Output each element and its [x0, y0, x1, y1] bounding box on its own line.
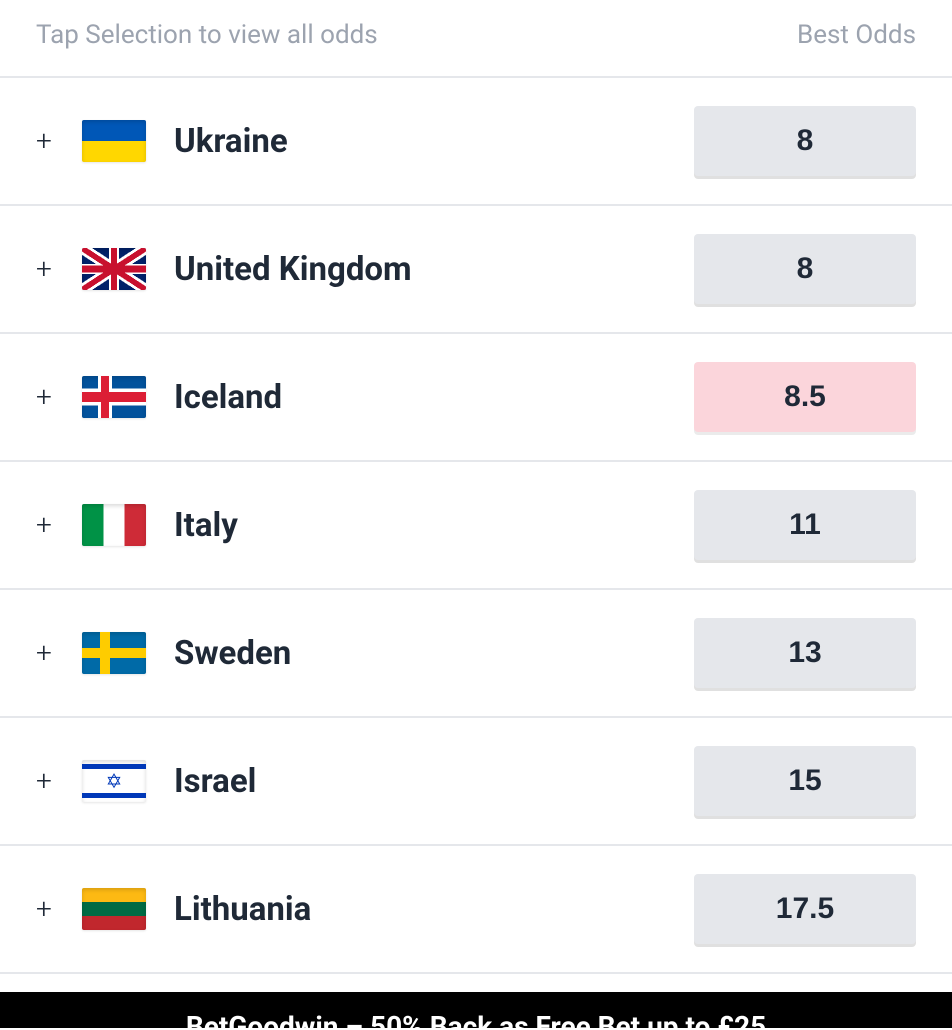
odds-button[interactable]: 15: [694, 746, 916, 816]
country-flag: [82, 248, 146, 290]
header-left-label: Tap Selection to view all odds: [36, 20, 378, 50]
expand-icon[interactable]: +: [36, 383, 68, 411]
odds-button[interactable]: 8.5: [694, 362, 916, 432]
country-flag: [82, 120, 146, 162]
promo-banner[interactable]: BetGoodwin – 50% Back as Free Bet up to …: [0, 992, 952, 1028]
country-name: Sweden: [174, 634, 694, 673]
expand-icon[interactable]: +: [36, 767, 68, 795]
country-name: Lithuania: [174, 890, 694, 929]
country-name: Ukraine: [174, 122, 694, 161]
expand-icon[interactable]: +: [36, 511, 68, 539]
odds-button[interactable]: 8: [694, 234, 916, 304]
odds-button[interactable]: 13: [694, 618, 916, 688]
country-flag: [82, 376, 146, 418]
expand-icon[interactable]: +: [36, 127, 68, 155]
expand-icon[interactable]: +: [36, 639, 68, 667]
odds-row[interactable]: + Lithuania17.5: [0, 846, 952, 974]
country-flag: [82, 760, 146, 802]
country-flag: [82, 888, 146, 930]
country-name: Israel: [174, 762, 694, 801]
country-name: Iceland: [174, 378, 694, 417]
odds-button[interactable]: 11: [694, 490, 916, 560]
odds-row[interactable]: + Italy11: [0, 462, 952, 590]
odds-row[interactable]: + Israel15: [0, 718, 952, 846]
odds-row[interactable]: + Ukraine8: [0, 78, 952, 206]
expand-icon[interactable]: +: [36, 895, 68, 923]
odds-button[interactable]: 8: [694, 106, 916, 176]
odds-row[interactable]: + United Kingdom8: [0, 206, 952, 334]
country-flag: [82, 632, 146, 674]
country-name: United Kingdom: [174, 250, 694, 289]
country-name: Italy: [174, 506, 694, 545]
promo-text: BetGoodwin – 50% Back as Free Bet up to …: [186, 1010, 766, 1028]
header-right-label: Best Odds: [797, 20, 916, 50]
odds-button[interactable]: 17.5: [694, 874, 916, 944]
odds-list: +Ukraine8+United Kingdom8+Iceland8.5+Ita…: [0, 78, 952, 974]
odds-row[interactable]: + Sweden13: [0, 590, 952, 718]
country-flag: [82, 504, 146, 546]
odds-row[interactable]: + Iceland8.5: [0, 334, 952, 462]
expand-icon[interactable]: +: [36, 255, 68, 283]
list-header: Tap Selection to view all odds Best Odds: [0, 0, 952, 78]
